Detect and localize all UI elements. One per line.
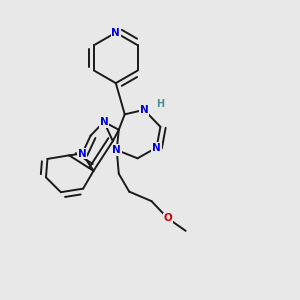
Text: N: N [112, 145, 121, 155]
Text: N: N [152, 142, 161, 153]
Text: O: O [164, 213, 172, 224]
Text: N: N [111, 28, 120, 38]
Text: N: N [140, 105, 148, 115]
Text: N: N [100, 117, 108, 127]
Text: N: N [78, 148, 87, 159]
Text: H: H [156, 99, 164, 109]
